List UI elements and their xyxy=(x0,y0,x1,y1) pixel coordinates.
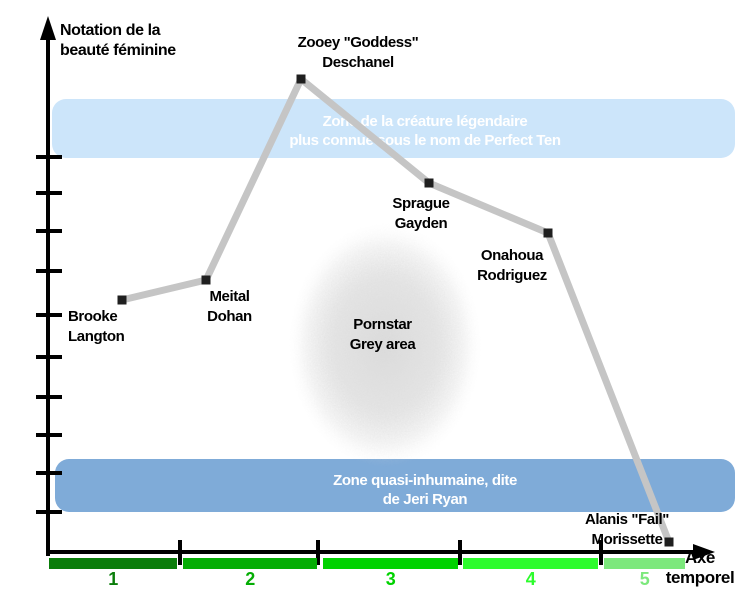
label-line: Meital xyxy=(209,288,250,305)
label-line: Sprague xyxy=(392,195,450,212)
x-segment-bar xyxy=(183,558,317,569)
zone-perfect-ten-label: Zone de la créature légendaire plus conn… xyxy=(52,99,735,158)
label-line: Grey area xyxy=(349,336,416,353)
data-point-marker xyxy=(664,537,674,547)
x-segment-bar xyxy=(604,558,685,569)
label-line: Onahoua xyxy=(480,247,544,264)
beauty-trend-line xyxy=(121,75,673,544)
x-axis-title-line: Axe xyxy=(685,548,715,567)
label-line: Gayden xyxy=(394,215,448,232)
point-label-onahoua-rodriguez: Onahoua Rodriguez xyxy=(472,246,552,286)
label-line: Zooey "Goddess" xyxy=(297,34,419,51)
point-label-sprague-gayden: Sprague Gayden xyxy=(383,194,459,234)
grey-area-blob xyxy=(285,221,485,469)
zone-jeri-ryan-label: Zone quasi-inhumaine, dite de Jeri Ryan xyxy=(55,459,735,512)
y-axis-arrow xyxy=(40,16,56,40)
y-axis-title-line: beauté féminine xyxy=(60,42,176,59)
point-label-brooke-langton: Brooke Langton xyxy=(68,307,125,347)
label-line: Deschanel xyxy=(322,54,394,71)
point-label-zooey-deschanel: Zooey "Goddess" Deschanel xyxy=(288,33,428,73)
axes-group xyxy=(36,16,715,565)
data-point-marker xyxy=(296,74,306,84)
data-point-marker xyxy=(201,275,211,285)
label-line: Pornstar xyxy=(353,316,412,333)
label-line: Morissette xyxy=(591,531,663,548)
y-axis-title-line: Notation de la xyxy=(60,22,161,39)
x-segment-bar xyxy=(323,558,458,569)
x-segment-label: 2 xyxy=(245,569,255,589)
label-line: Dohan xyxy=(207,308,252,325)
x-segment-bar xyxy=(49,558,177,569)
x-axis-arrow xyxy=(693,544,715,560)
data-point-marker xyxy=(424,178,434,188)
zone-label-line: Zone quasi-inhumaine, dite xyxy=(333,472,517,489)
label-line: Langton xyxy=(68,328,125,345)
point-label-meital-dohan: Meital Dohan xyxy=(192,287,267,327)
y-axis-title: Notation de la beauté féminine xyxy=(60,21,176,61)
x-segments-group: 1 2 3 4 5 xyxy=(49,558,685,589)
x-segment-label: 3 xyxy=(386,569,396,589)
point-label-alanis-morissette: Alanis "Fail" Morissette xyxy=(557,510,697,550)
zone-perfect-ten: Zone de la créature légendaire plus conn… xyxy=(52,99,735,158)
x-axis-title-line: temporel xyxy=(665,568,735,587)
grey-area-grain xyxy=(285,221,485,469)
data-point-marker xyxy=(117,295,127,305)
zone-jeri-ryan: Zone quasi-inhumaine, dite de Jeri Ryan xyxy=(55,459,735,512)
label-line: Alanis "Fail" xyxy=(584,511,670,528)
x-segment-label: 5 xyxy=(640,569,650,589)
grey-area-label: Pornstar Grey area xyxy=(325,315,440,355)
x-axis-title: Axe temporel xyxy=(652,548,748,588)
series-group xyxy=(117,74,674,547)
zone-label-line: Zone de la créature légendaire xyxy=(322,113,528,130)
x-segment-bar xyxy=(463,558,598,569)
data-point-marker xyxy=(543,228,553,238)
label-line: Rodriguez xyxy=(477,267,547,284)
zone-label-line: plus connue sous le nom de Perfect Ten xyxy=(289,132,561,149)
x-segment-label: 4 xyxy=(526,569,536,589)
x-segment-label: 1 xyxy=(108,569,118,589)
label-line: Brooke xyxy=(68,308,118,325)
zone-label-line: de Jeri Ryan xyxy=(382,491,468,508)
